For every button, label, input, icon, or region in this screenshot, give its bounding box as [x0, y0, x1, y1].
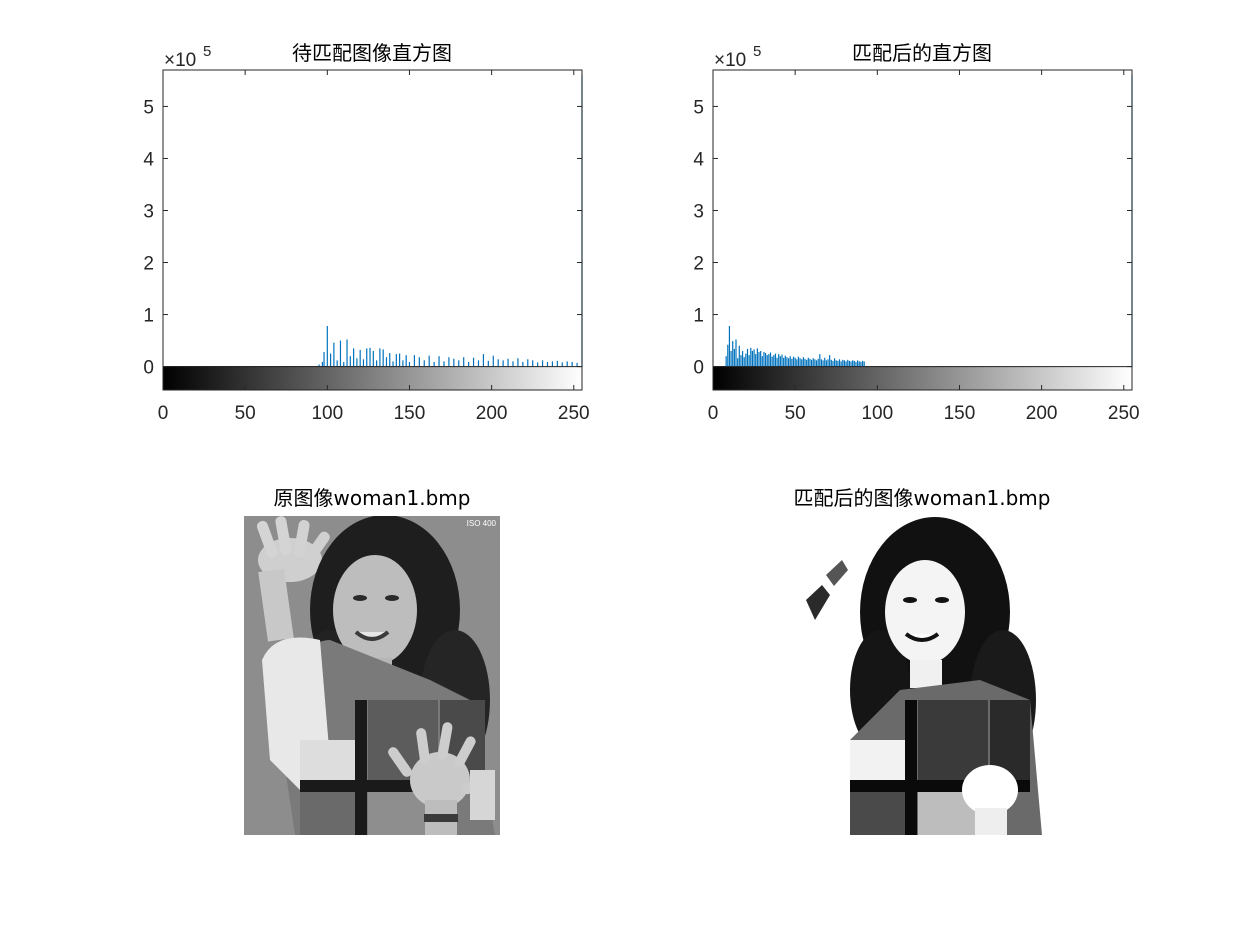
exponent-power: 5: [753, 43, 761, 60]
x-tick-label: 50: [785, 403, 806, 424]
x-tick-label: 100: [311, 403, 343, 424]
y-tick-label: 1: [693, 306, 704, 327]
matched-image-panel: 匹配后的图像woman1.bmp: [793, 486, 1050, 835]
histogram-after-frame: [712, 69, 1133, 391]
original-image-title: 原图像woman1.bmp: [274, 486, 471, 510]
y-tick-label: 2: [143, 254, 154, 275]
x-tick-label: 50: [235, 403, 256, 424]
histogram-before-exponent: ×10 5: [164, 43, 211, 71]
histogram-before-colorbar: [163, 366, 582, 390]
histogram-before-x-axis: 0 50 100 150 200 250: [158, 70, 590, 424]
histogram-after-x-axis: 0 50 100 150 200 250: [708, 70, 1140, 424]
exponent-base: ×10: [714, 50, 746, 71]
x-tick-label: 0: [158, 403, 169, 424]
histogram-before: 待匹配图像直方图 ×10 5 0 1 2 3 4 5 0 50 100 150 200 250: [143, 41, 589, 424]
x-tick-label: 150: [944, 403, 976, 424]
y-tick-label: 5: [693, 97, 704, 118]
x-tick-label: 200: [476, 403, 508, 424]
original-image: [244, 516, 500, 835]
y-tick-label: 3: [143, 201, 154, 222]
y-tick-label: 0: [143, 358, 154, 379]
y-tick-label: 0: [693, 358, 704, 379]
x-tick-label: 0: [708, 403, 719, 424]
y-tick-label: 4: [143, 149, 154, 170]
histogram-before-frame: [162, 69, 583, 391]
histogram-before-title: 待匹配图像直方图: [292, 41, 452, 65]
x-tick-label: 250: [558, 403, 590, 424]
y-tick-label: 1: [143, 306, 154, 327]
y-tick-label: 5: [143, 97, 154, 118]
original-image-iso-stamp: ISO 400: [467, 519, 497, 528]
y-tick-label: 4: [693, 149, 704, 170]
histogram-after-colorbar: [713, 366, 1132, 390]
x-tick-label: 200: [1026, 403, 1058, 424]
y-tick-label: 2: [693, 254, 704, 275]
histogram-before-y-axis: 0 1 2 3 4 5: [143, 97, 582, 379]
histogram-after-title: 匹配后的直方图: [852, 41, 992, 65]
exponent-power: 5: [203, 43, 211, 60]
histogram-before-plot-area: [163, 70, 582, 390]
x-tick-label: 250: [1108, 403, 1140, 424]
exponent-base: ×10: [164, 50, 196, 71]
histogram-after-exponent: ×10 5: [714, 43, 761, 71]
histogram-after-plot-area: [713, 70, 1132, 390]
matched-image: [793, 516, 1049, 835]
y-tick-label: 3: [693, 201, 704, 222]
x-tick-label: 100: [861, 403, 893, 424]
x-tick-label: 150: [394, 403, 426, 424]
matched-image-title: 匹配后的图像woman1.bmp: [794, 486, 1051, 510]
histogram-after: 匹配后的直方图 ×10 5 0 1 2 3 4 5 0 50 100 150 200 250: [693, 41, 1139, 424]
original-image-panel: 原图像woman1.bmp: [244, 486, 500, 835]
